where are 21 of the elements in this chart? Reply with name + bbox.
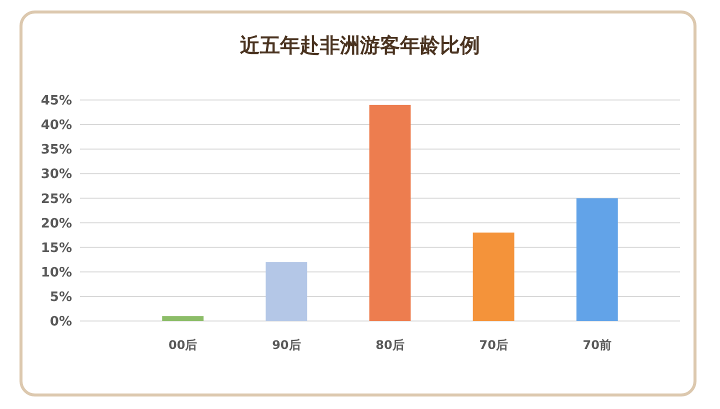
chart-title: 近五年赴非洲游客年龄比例 [239, 33, 480, 57]
bar [162, 316, 204, 321]
x-tick-label: 70后 [479, 338, 508, 352]
y-tick-label: 40% [40, 118, 72, 134]
y-tick-label: 30% [40, 167, 72, 182]
bar [472, 232, 514, 321]
y-tick-label: 10% [40, 265, 72, 280]
bar [266, 262, 308, 321]
x-tick-label: 80后 [376, 338, 404, 352]
x-tick-label: 00后 [168, 338, 198, 352]
bar [576, 198, 618, 321]
y-tick-label: 20% [40, 216, 72, 232]
y-tick-label: 5% [50, 290, 72, 305]
bar [369, 104, 411, 321]
y-tick-label: 25% [40, 192, 72, 207]
x-tick-label: 90后 [272, 338, 301, 352]
y-tick-label: 45% [40, 94, 72, 109]
x-tick-label: 70前 [582, 338, 612, 352]
y-tick-label: 15% [40, 240, 72, 256]
y-tick-label: 35% [40, 142, 72, 158]
y-tick-label: 0% [50, 314, 72, 330]
